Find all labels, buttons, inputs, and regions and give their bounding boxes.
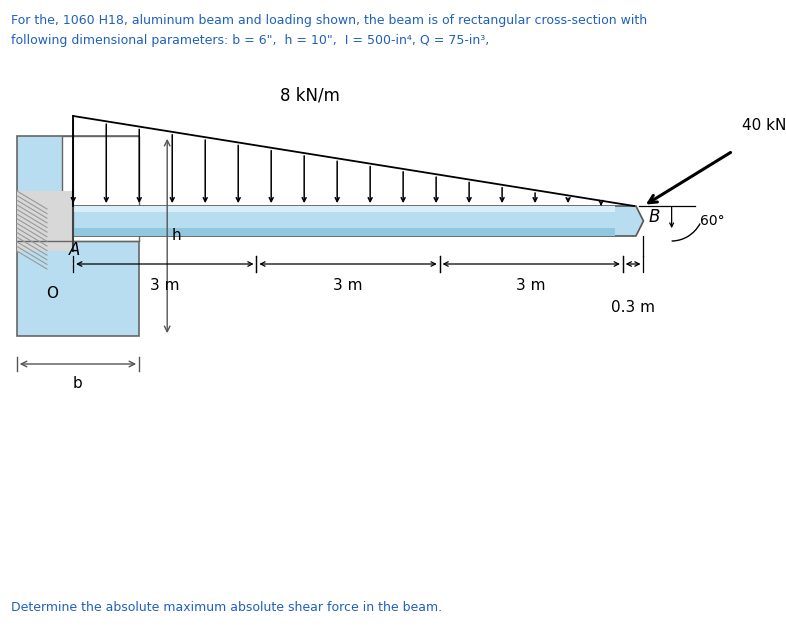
Bar — [62, 136, 139, 241]
Text: B: B — [648, 208, 659, 226]
Text: 8 kN/m: 8 kN/m — [280, 86, 340, 104]
Text: O: O — [46, 286, 59, 301]
Text: h: h — [172, 228, 182, 244]
Polygon shape — [73, 206, 644, 236]
Text: 60°: 60° — [700, 214, 725, 228]
Text: following dimensional parameters: b = 6",  h = 10",  I = 500-in⁴, Q = 75-in³,: following dimensional parameters: b = 6"… — [11, 34, 490, 47]
Bar — [73, 228, 615, 236]
Text: 3 m: 3 m — [150, 278, 180, 293]
Text: For the, 1060 H18, aluminum beam and loading shown, the beam is of rectangular c: For the, 1060 H18, aluminum beam and loa… — [11, 14, 648, 27]
Text: 40 kN: 40 kN — [742, 118, 786, 133]
Bar — [73, 206, 615, 212]
Text: 3 m: 3 m — [516, 278, 546, 293]
Text: 0.3 m: 0.3 m — [612, 300, 655, 315]
Bar — [17, 191, 73, 251]
Text: 3 m: 3 m — [333, 278, 363, 293]
Text: A: A — [68, 241, 80, 259]
Text: Determine the absolute maximum absolute shear force in the beam.: Determine the absolute maximum absolute … — [11, 601, 443, 614]
Text: b: b — [73, 376, 83, 391]
Bar — [17, 136, 139, 336]
